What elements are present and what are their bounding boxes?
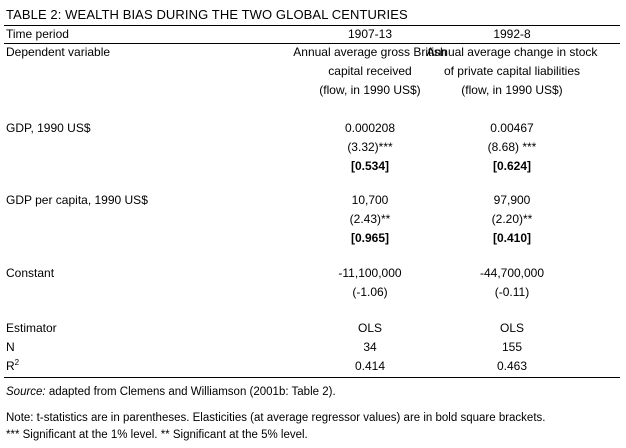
- top-rule: [4, 25, 620, 26]
- gdp-col2-elasticity: [0.624]: [492, 159, 532, 173]
- gdp-col2: 0.00467 (8.68) *** [0.624]: [390, 119, 626, 176]
- gdp-pc-col1-tstat: (2.43)**: [349, 212, 391, 226]
- constant-col2-coef: -44,700,000: [479, 266, 545, 280]
- r2-label: R2: [6, 357, 19, 376]
- gdp-col2-coef: 0.00467: [490, 121, 534, 135]
- r2-col2: 0.463: [496, 359, 528, 373]
- estimator-col2: OLS: [499, 321, 524, 335]
- estimator-col1: OLS: [357, 321, 382, 335]
- source-label: Source:: [6, 386, 46, 398]
- constant-col1-coef: -11,100,000: [338, 266, 402, 280]
- time-period-label: Time period: [6, 27, 69, 41]
- note-line-2: *** Significant at the 1% level. ** Sign…: [6, 429, 308, 441]
- constant-col1: -11,100,000 (-1.06): [250, 264, 490, 302]
- col2-dependent-line: of private capital liabilities: [443, 64, 581, 78]
- note-line-1: Note: t-statistics are in parentheses. E…: [6, 412, 546, 424]
- gdp-pc-col1-coef: 10,700: [351, 193, 389, 207]
- col1-dependent-line: (flow, in 1990 US$): [319, 83, 421, 97]
- source-text: adapted from Clemens and Williamson (200…: [45, 386, 336, 398]
- col1-dependent: Annual average gross British capital rec…: [250, 43, 490, 100]
- gdp-per-capita-label: GDP per capita, 1990 US$: [6, 193, 148, 207]
- gdp-pc-col1: 10,700 (2.43)** [0.965]: [250, 191, 490, 248]
- n-col1: 34: [363, 340, 377, 354]
- col2-dependent-line: (flow, in 1990 US$): [461, 83, 563, 97]
- col2-dependent: Annual average change in stock of privat…: [390, 43, 626, 100]
- dependent-variable-label: Dependent variable: [6, 45, 111, 59]
- header-rule: [4, 43, 620, 44]
- source-line: Source: adapted from Clemens and William…: [6, 386, 336, 398]
- col2-dependent-line: Annual average change in stock: [426, 45, 598, 59]
- constant-col1-tstat: (-1.06): [352, 285, 388, 299]
- n-col2: 155: [501, 340, 523, 354]
- gdp-col1-coef: 0.000208: [344, 121, 396, 135]
- gdp-col1-elasticity: [0.534]: [350, 159, 390, 173]
- gdp-label: GDP, 1990 US$: [6, 121, 91, 135]
- table-title: TABLE 2: WEALTH BIAS DURING THE TWO GLOB…: [6, 7, 408, 22]
- estimator-label: Estimator: [6, 321, 57, 335]
- gdp-pc-col2-coef: 97,900: [493, 193, 531, 207]
- n-label: N: [6, 340, 15, 354]
- gdp-pc-col1-elasticity: [0.965]: [350, 231, 390, 245]
- r2-col1: 0.414: [354, 359, 386, 373]
- col1-period: 1907-13: [347, 27, 393, 41]
- gdp-col2-tstat: (8.68) ***: [487, 140, 537, 154]
- r2-label-sup: 2: [14, 358, 20, 367]
- constant-col2-tstat: (-0.11): [494, 285, 530, 299]
- constant-label: Constant: [6, 266, 55, 280]
- gdp-pc-col2-tstat: (2.20)**: [491, 212, 533, 226]
- gdp-pc-col2-elasticity: [0.410]: [492, 231, 532, 245]
- gdp-col1: 0.000208 (3.32)*** [0.534]: [250, 119, 490, 176]
- col1-dependent-line: Annual average gross British: [293, 45, 447, 59]
- col1-dependent-line: capital received: [328, 64, 412, 78]
- col2-period: 1992-8: [493, 27, 531, 41]
- constant-col2: -44,700,000 (-0.11): [390, 264, 626, 302]
- bottom-rule: [4, 377, 620, 378]
- table-note: Note: t-statistics are in parentheses. E…: [6, 410, 620, 444]
- r2-label-base: R: [6, 359, 15, 373]
- gdp-col1-tstat: (3.32)***: [347, 140, 393, 154]
- gdp-pc-col2: 97,900 (2.20)** [0.410]: [390, 191, 626, 248]
